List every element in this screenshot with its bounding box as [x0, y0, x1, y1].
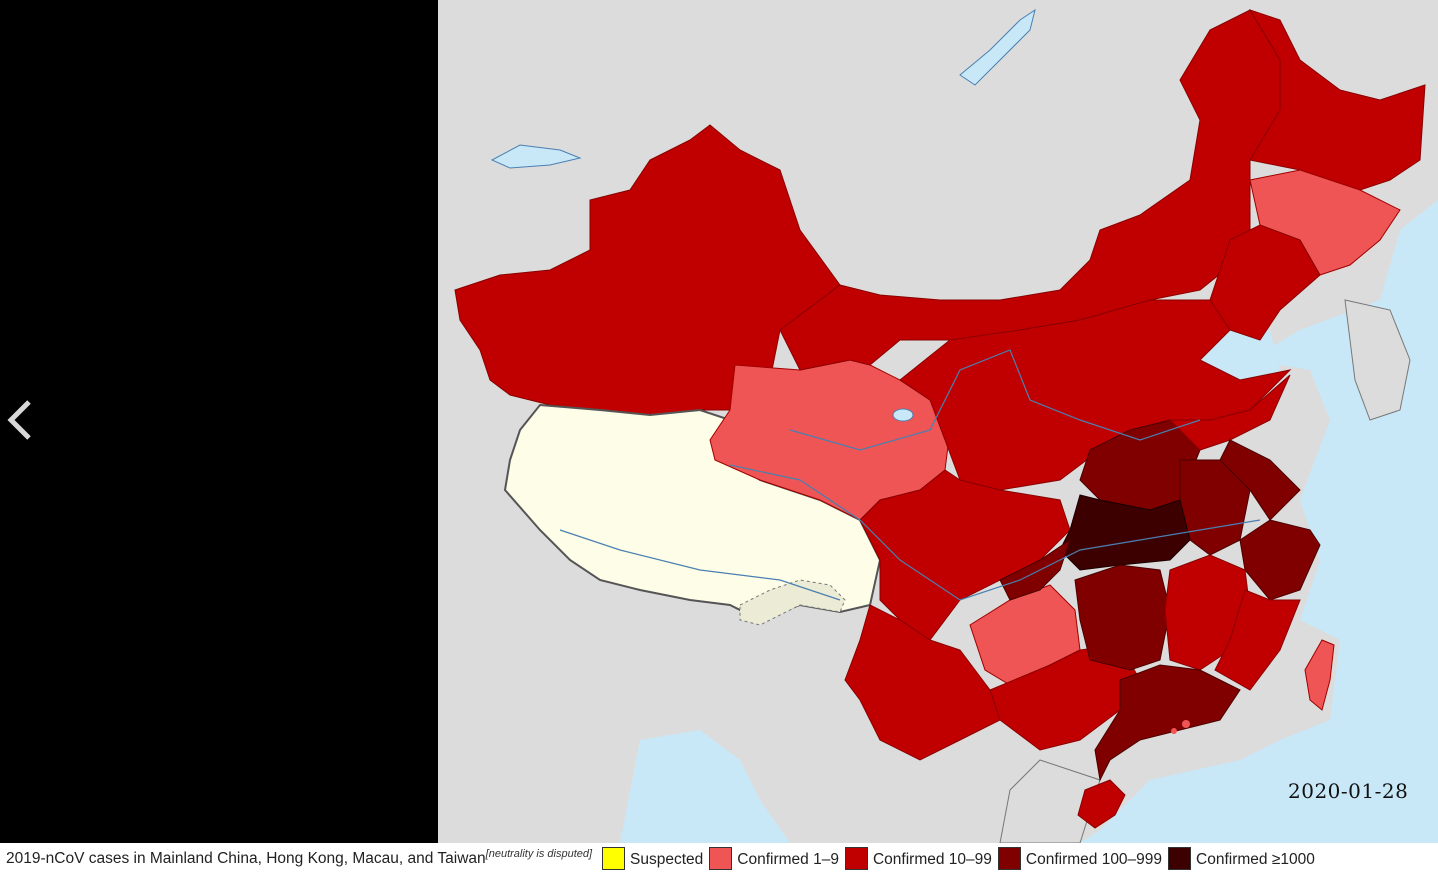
river-yellow: [789, 349, 1201, 451]
korea-peninsula: [1344, 299, 1411, 421]
disputed-south-tibet: [739, 579, 846, 626]
legend-item-confirmed-100-999: Confirmed 100–999: [997, 847, 1163, 870]
legend-item-confirmed-10-99: Confirmed 10–99: [844, 847, 992, 870]
legend-swatch-confirmed-100-999: [997, 847, 1021, 870]
legend-label: Confirmed 1–9: [737, 851, 839, 868]
region-yunnan: [844, 604, 1001, 761]
region-hubei: [1059, 494, 1191, 571]
chevron-left-icon: [7, 400, 31, 440]
caption-text: 2019-nCoV cases in Mainland China, Hong …: [6, 848, 592, 868]
legend-label: Confirmed ≥1000: [1196, 851, 1315, 868]
region-heilongjiang: [1248, 9, 1426, 191]
region-hong-kong: [1182, 720, 1190, 728]
legend-label: Suspected: [630, 851, 704, 868]
region-shandong: [1168, 374, 1291, 451]
legend-label: Confirmed 10–99: [872, 851, 992, 868]
river-yangtze: [729, 464, 1261, 601]
region-hainan: [1077, 779, 1126, 829]
region-macau: [1171, 728, 1177, 734]
legend-item-confirmed-1-9: Confirmed 1–9: [709, 847, 839, 870]
lake-qinghai: [892, 408, 914, 422]
map-date-label: 2020-01-28: [1288, 779, 1409, 803]
bay-of-bengal: [620, 730, 790, 843]
legend-label: Confirmed 100–999: [1025, 851, 1163, 868]
legend-swatch-confirmed-1000-plus: [1168, 847, 1192, 870]
region-taiwan: [1304, 639, 1335, 711]
region-chongqing: [999, 538, 1071, 601]
previous-image-button[interactable]: [0, 380, 40, 460]
region-hunan: [1074, 564, 1171, 671]
lake-balkhash: [490, 144, 582, 169]
legend-item-confirmed-1000-plus: Confirmed ≥1000: [1168, 847, 1315, 870]
legend-item-suspected: Suspected: [602, 847, 704, 870]
neutrality-note[interactable]: [neutrality is disputed]: [486, 848, 592, 860]
pacific-sea: [1080, 200, 1438, 843]
caption-title: 2019-nCoV cases in Mainland China, Hong …: [6, 850, 486, 867]
river-brahmaputra: [559, 529, 841, 601]
region-guangdong: [1094, 664, 1241, 782]
china-map: [438, 0, 1438, 843]
region-sichuan: [859, 469, 1071, 641]
region-fujian: [1214, 589, 1301, 691]
lake-baikal: [959, 8, 1036, 86]
legend-swatch-confirmed-1-9: [709, 847, 733, 870]
legend-swatch-confirmed-10-99: [844, 847, 868, 870]
region-zhejiang: [1239, 519, 1321, 601]
legend-swatch-suspected: [602, 847, 626, 870]
vietnam-coast: [999, 759, 1101, 843]
image-caption: 2019-nCoV cases in Mainland China, Hong …: [0, 843, 1438, 891]
media-viewer: 2020-01-28: [0, 0, 1438, 843]
neutrality-note-link[interactable]: [neutrality is disputed]: [485, 847, 593, 860]
